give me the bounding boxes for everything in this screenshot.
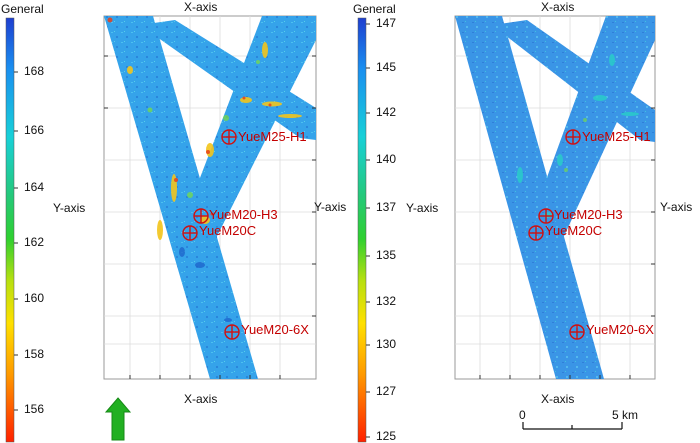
legend-tick-right-2: 142 <box>376 105 397 119</box>
legend-colorbar-left <box>5 17 15 443</box>
scale-bar-end-label: 5 km <box>612 408 639 422</box>
scale-bar <box>522 422 623 430</box>
well-marker-yuem20-6x-right <box>569 324 585 340</box>
y-axis-right-left: Y-axis <box>314 200 347 214</box>
legend-tick-right-7: 130 <box>376 337 397 351</box>
y-axis-left-left: Y-axis <box>53 201 86 215</box>
legend-tick-left-3: 162 <box>24 235 45 249</box>
scale-bar-start-label: 0 <box>519 408 526 422</box>
well-marker-yuem20-h3-right <box>538 208 554 224</box>
legend-tick-left-4: 160 <box>24 291 45 305</box>
legend-tick-right-5: 135 <box>376 248 397 262</box>
well-marker-yuem25-h1-right <box>565 129 581 145</box>
legend-tick-right-8: 127 <box>376 384 397 398</box>
legend-tick-left-6: 156 <box>24 402 45 416</box>
legend-tick-right-3: 140 <box>376 152 397 166</box>
legend-title-left: General <box>1 2 44 16</box>
swath-north-south-right <box>455 16 604 379</box>
swath-east-west <box>140 20 316 140</box>
well-marker-yuem20-h3-left <box>193 208 209 224</box>
legend-tick-right-0: 147 <box>376 16 397 30</box>
well-marker-yuem20c-right <box>528 225 544 241</box>
well-label-yuem25-h1-left: YueM25-H1 <box>238 129 307 144</box>
legend-tick-left-5: 158 <box>24 347 45 361</box>
well-label-yuem20-h3-left: YueM20-H3 <box>209 207 278 222</box>
legend-ticks-right <box>366 23 370 438</box>
legend-tick-left-0: 168 <box>24 64 45 78</box>
right-map-frame <box>454 15 656 380</box>
well-label-yuem20c-right: YueM20C <box>545 223 603 238</box>
well-label-yuem20-6x-left: YueM20-6X <box>241 322 309 337</box>
well-marker-yuem25-h1-left <box>221 129 237 145</box>
swath-north-south <box>104 16 258 379</box>
legend-tick-right-6: 132 <box>376 294 397 308</box>
left-well-markers <box>182 129 240 340</box>
legend-tick-left-2: 164 <box>24 180 45 194</box>
swath-northeast-right <box>527 16 655 262</box>
well-label-yuem20-h3-right: YueM20-H3 <box>554 207 623 222</box>
x-axis-top-left: X-axis <box>184 0 218 14</box>
well-marker-yuem20-6x-left <box>224 324 240 340</box>
well-label-yuem20c-left: YueM20C <box>199 223 257 238</box>
legend-tick-right-1: 145 <box>376 60 397 74</box>
legend-ticks-left <box>14 71 18 411</box>
y-axis-right-right: Y-axis <box>660 200 693 214</box>
swath-east-west-right <box>492 20 655 142</box>
well-label-yuem25-h1-right: YueM25-H1 <box>582 129 651 144</box>
y-axis-left-right: Y-axis <box>406 201 439 215</box>
left-map-frame <box>103 15 317 380</box>
right-well-markers <box>528 129 585 340</box>
legend-title-right: General <box>353 2 396 16</box>
swath-northeast <box>180 16 316 260</box>
north-arrow-icon <box>104 397 132 441</box>
x-axis-bottom-right: X-axis <box>541 392 575 406</box>
legend-tick-right-9: 125 <box>376 429 397 443</box>
x-axis-bottom-left: X-axis <box>184 392 218 406</box>
x-axis-top-right: X-axis <box>541 0 575 14</box>
well-marker-yuem20c-left <box>182 225 198 241</box>
well-label-yuem20-6x-right: YueM20-6X <box>586 322 654 337</box>
legend-colorbar-right <box>357 17 367 443</box>
legend-tick-right-4: 137 <box>376 200 397 214</box>
legend-tick-left-1: 166 <box>24 123 45 137</box>
